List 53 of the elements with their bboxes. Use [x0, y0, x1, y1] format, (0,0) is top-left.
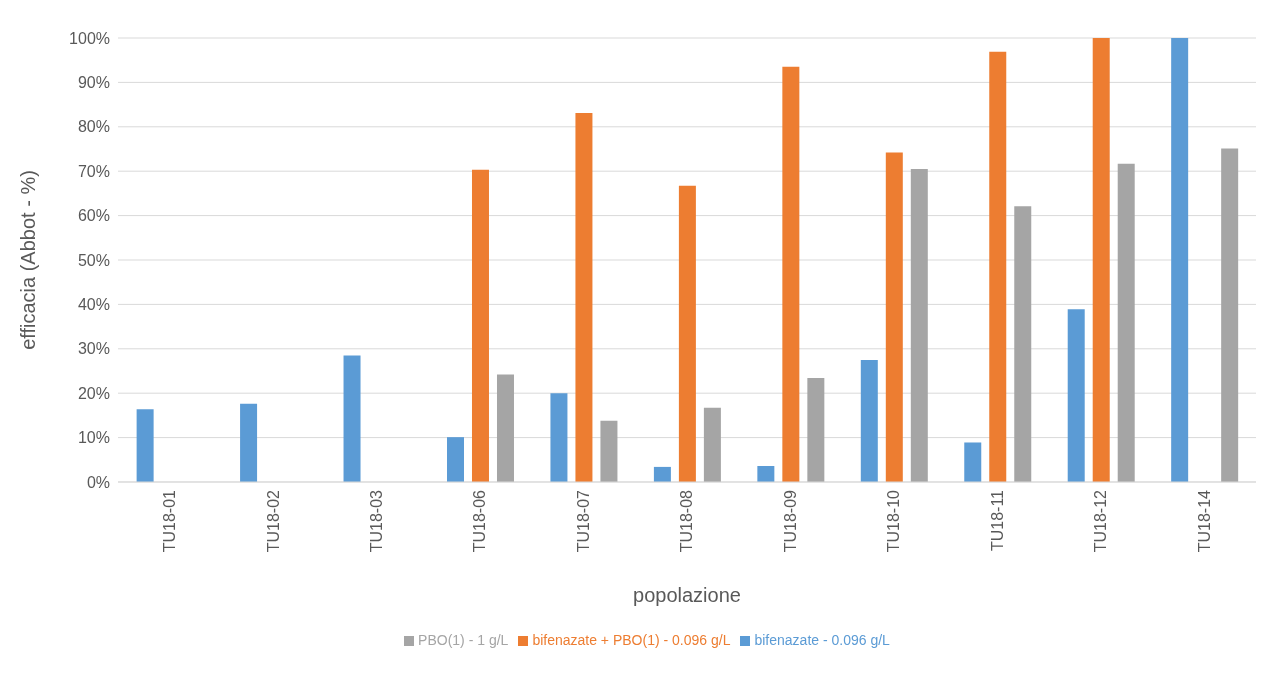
y-tick-label: 90%	[77, 74, 110, 92]
legend-label: PBO(1) - 1 g/L	[418, 632, 509, 648]
bar	[703, 407, 721, 482]
bar	[1067, 309, 1085, 482]
x-axis-title: popolazione	[633, 584, 741, 606]
bar	[807, 378, 825, 482]
bar	[343, 355, 361, 482]
bar	[1171, 38, 1189, 482]
bar	[136, 409, 154, 482]
bar	[600, 420, 618, 482]
bar	[550, 393, 568, 482]
bar	[1221, 148, 1239, 482]
y-tick-label: 50%	[77, 251, 110, 269]
bar	[240, 403, 258, 482]
y-tick-label: 40%	[77, 296, 110, 314]
x-tick-label: TU18-07	[574, 489, 592, 553]
bar	[653, 466, 671, 482]
y-tick-label: 60%	[77, 207, 110, 225]
y-axis-title: efficacia (Abbot - %)	[17, 170, 40, 350]
x-tick-label: TU18-08	[678, 489, 696, 553]
y-tick-label: 80%	[77, 118, 110, 136]
bar	[860, 359, 878, 482]
x-tick-label: TU18-01	[161, 489, 179, 553]
legend-label: bifenazate + PBO(1) - 0.096 g/L	[532, 632, 731, 648]
bar	[910, 168, 928, 482]
bar	[1117, 163, 1135, 482]
bar	[989, 51, 1007, 482]
x-tick-label: TU18-03	[368, 489, 385, 553]
y-tick-label: 0%	[86, 473, 110, 491]
y-tick-label: 30%	[77, 340, 110, 358]
bar	[471, 169, 489, 482]
bar	[575, 113, 593, 482]
bar	[678, 185, 696, 482]
x-tick-label: TU18-14	[1195, 489, 1213, 553]
x-tick-label: TU18-10	[885, 489, 903, 553]
bar	[885, 152, 903, 482]
bar	[496, 374, 514, 482]
x-tick-label: TU18-06	[471, 489, 489, 553]
x-tick-label: TU18-02	[264, 489, 282, 553]
bar	[1092, 38, 1110, 482]
legend-label: bifenazate - 0.096 g/L	[754, 632, 890, 648]
x-tick-label: TU18-09	[781, 489, 799, 553]
bar	[782, 66, 800, 482]
bar	[446, 437, 464, 482]
y-tick-label: 100%	[69, 29, 110, 47]
y-tick-label: 10%	[77, 429, 110, 447]
y-tick-label: 20%	[77, 384, 110, 402]
bar	[964, 442, 982, 482]
bar	[757, 466, 775, 482]
x-tick-label: TU18-12	[1092, 489, 1110, 553]
bar	[1014, 206, 1032, 482]
x-tick-label: TU18-11	[988, 489, 1006, 552]
y-tick-label: 70%	[77, 162, 110, 180]
